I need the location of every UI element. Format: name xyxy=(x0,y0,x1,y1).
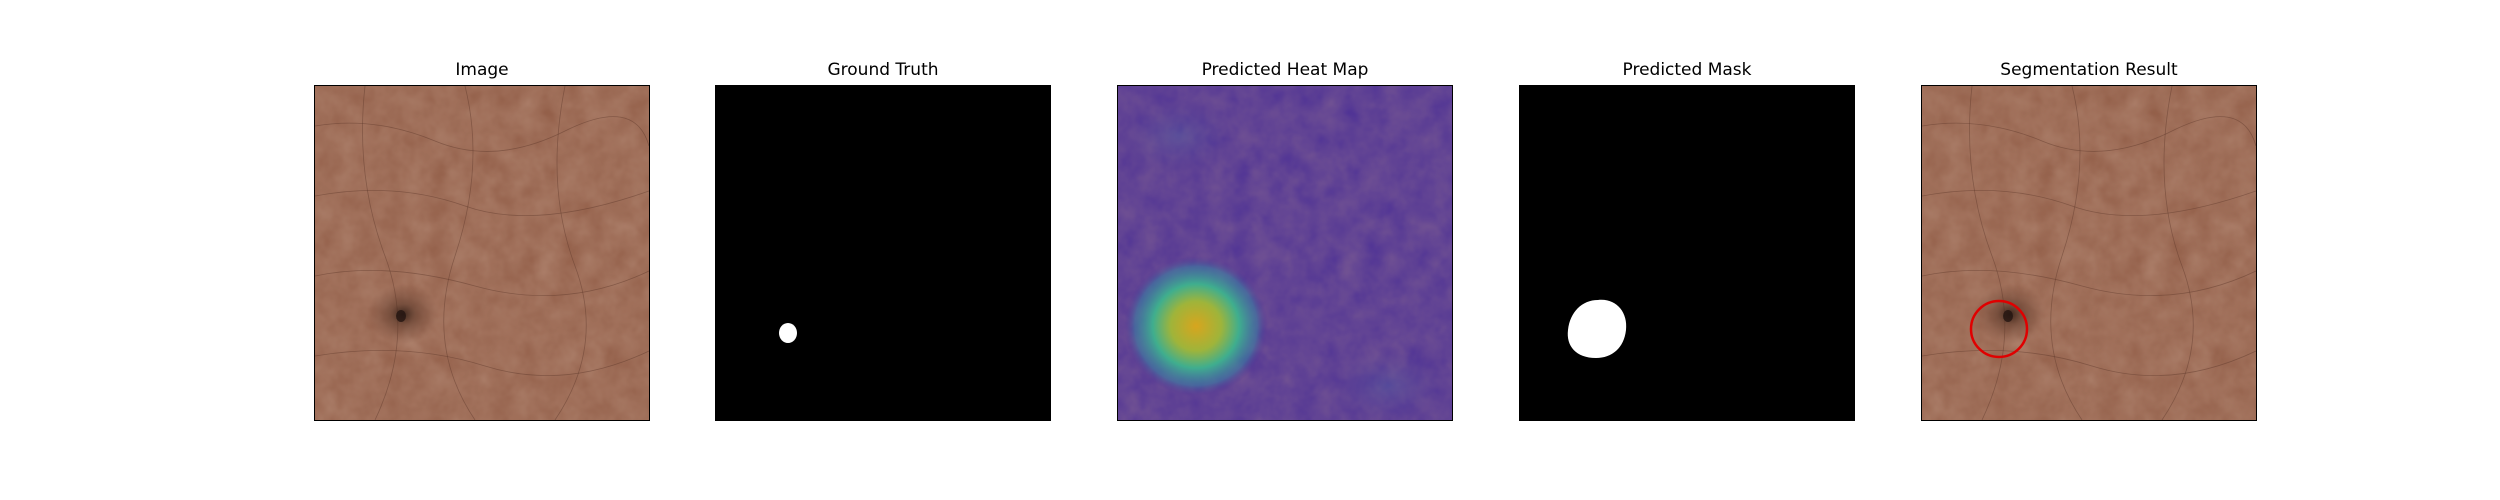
leather-image xyxy=(315,86,649,420)
heat-hotspot xyxy=(1124,256,1268,396)
panel-title: Predicted Heat Map xyxy=(1201,60,1369,80)
ground-truth-mask xyxy=(716,86,1050,420)
ground-truth-region xyxy=(779,323,797,343)
segmentation-contour xyxy=(1969,299,2029,359)
panel-image: Image xyxy=(314,0,650,500)
segmentation-frame xyxy=(1921,85,2257,421)
panel-title: Segmentation Result xyxy=(2000,60,2178,80)
panel-title: Ground Truth xyxy=(827,60,939,80)
panel-title: Predicted Mask xyxy=(1622,60,1752,80)
predicted-region xyxy=(1567,299,1627,358)
panel-segmentation-result: Segmentation Result xyxy=(1921,0,2257,500)
panel-heat-map: Predicted Heat Map xyxy=(1117,0,1453,500)
segmentation-overlay xyxy=(1922,86,2256,420)
ground-truth-frame xyxy=(715,85,1051,421)
heat-map xyxy=(1118,86,1452,420)
panel-predicted-mask: Predicted Mask xyxy=(1519,0,1855,500)
panel-ground-truth: Ground Truth xyxy=(715,0,1051,500)
heat-map-frame xyxy=(1117,85,1453,421)
image-frame xyxy=(314,85,650,421)
predicted-mask xyxy=(1520,86,1854,420)
panel-title: Image xyxy=(455,60,509,80)
predicted-mask-frame xyxy=(1519,85,1855,421)
